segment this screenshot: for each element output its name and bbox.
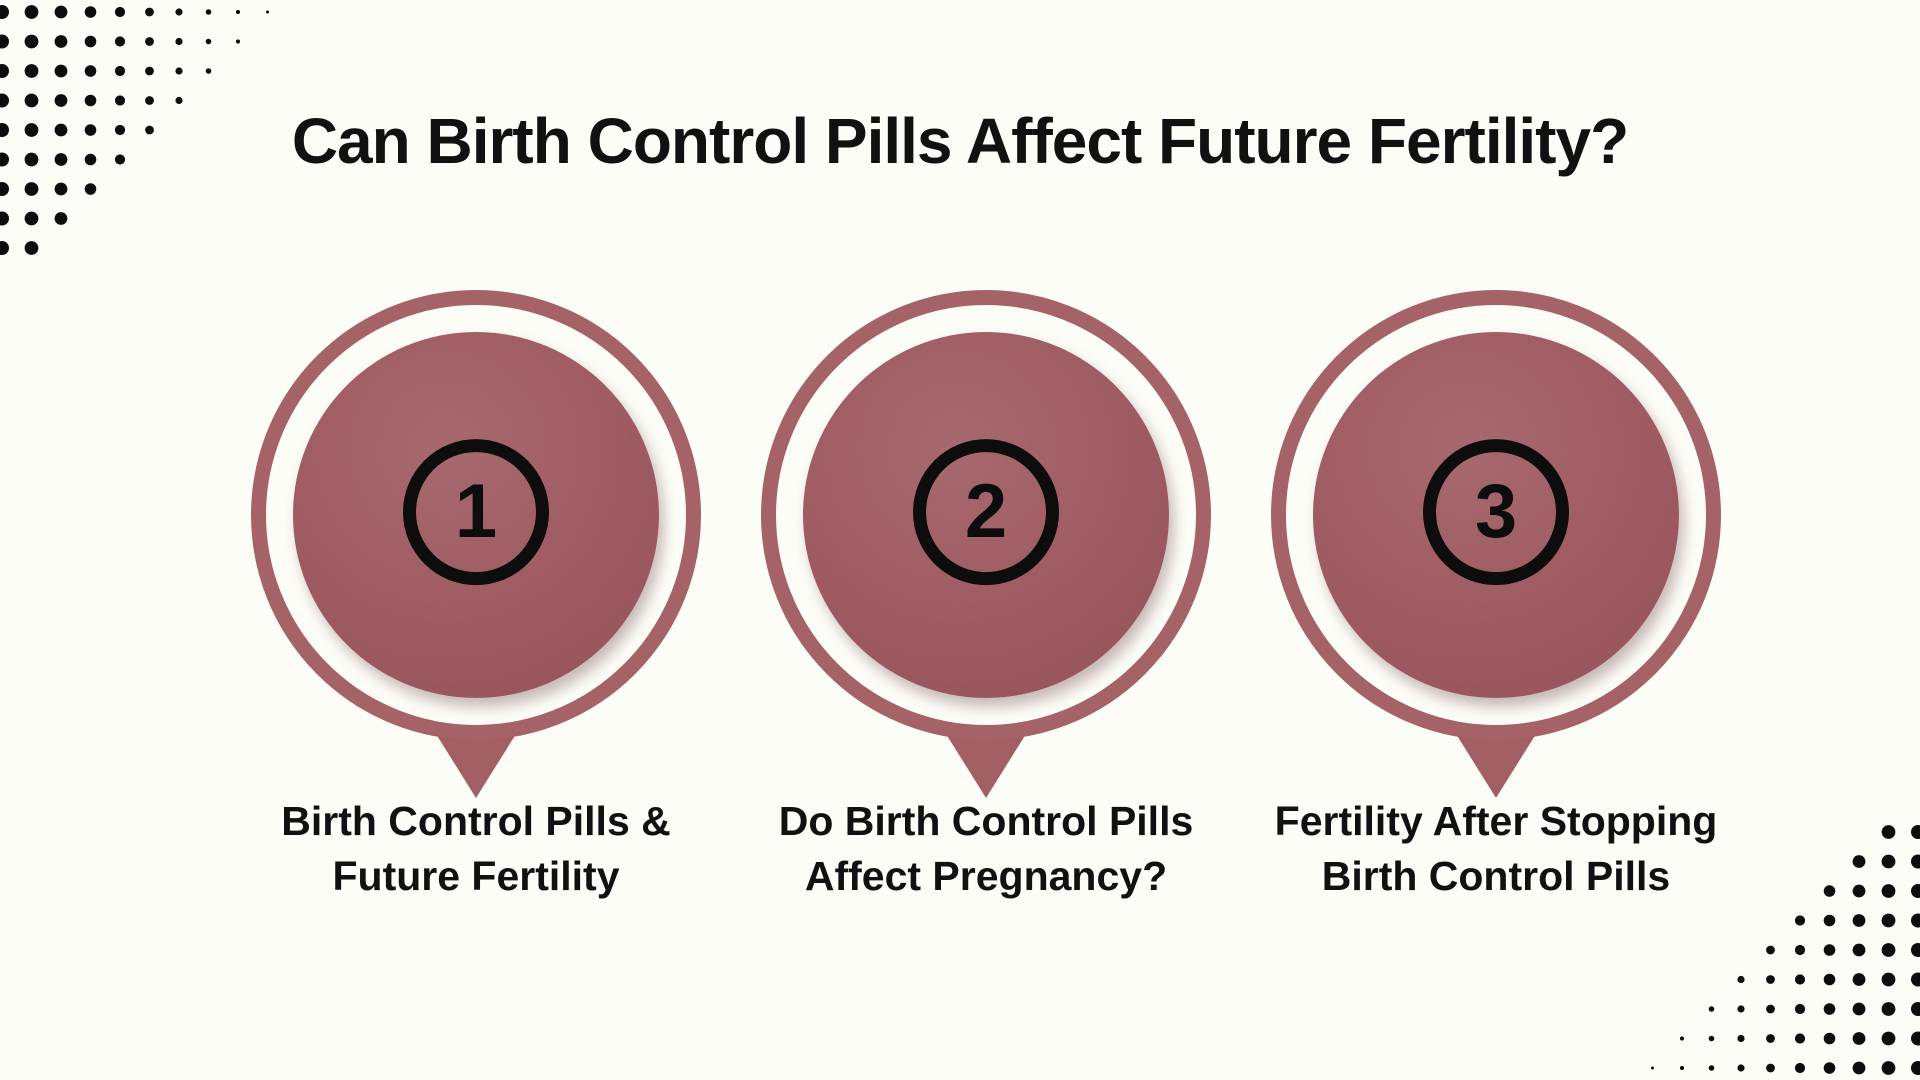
step-1-number: 1 bbox=[454, 469, 498, 555]
step-2-number: 2 bbox=[964, 469, 1008, 555]
halftone-dots-bottom-right-icon bbox=[1651, 825, 1920, 1075]
step-1-bubble: 1 bbox=[251, 290, 701, 798]
steps-row: 1 Birth Control Pills & Future Fertility… bbox=[0, 290, 1920, 903]
step-3-label-line-2: Birth Control Pills bbox=[1321, 852, 1671, 899]
step-3-label: Fertility After Stopping Birth Control P… bbox=[1275, 794, 1718, 903]
step-2-label-line-1: Do Birth Control Pills bbox=[778, 798, 1194, 844]
step-3-number: 3 bbox=[1474, 469, 1518, 555]
step-1-label-line-2: Future Fertility bbox=[332, 852, 620, 899]
step-3: 3 Fertility After Stopping Birth Control… bbox=[1271, 290, 1721, 903]
page-title: Can Birth Control Pills Affect Future Fe… bbox=[291, 105, 1629, 177]
step-2: 2 Do Birth Control Pills Affect Pregnanc… bbox=[761, 290, 1211, 903]
halftone-dots-top-left-icon bbox=[0, 5, 269, 255]
step-2-bubble: 2 bbox=[761, 290, 1211, 798]
step-2-number-badge: 2 bbox=[913, 439, 1059, 586]
step-1: 1 Birth Control Pills & Future Fertility bbox=[251, 290, 701, 903]
step-1-number-badge: 1 bbox=[403, 439, 549, 586]
step-3-number-badge: 3 bbox=[1423, 439, 1569, 586]
step-1-label-line-1: Birth Control Pills & bbox=[281, 798, 671, 844]
step-3-bubble: 3 bbox=[1271, 290, 1721, 798]
step-2-label-line-2: Affect Pregnancy? bbox=[804, 852, 1168, 899]
step-3-label-line-1: Fertility After Stopping bbox=[1274, 798, 1718, 844]
step-2-label: Do Birth Control Pills Affect Pregnancy? bbox=[779, 794, 1194, 903]
step-1-label: Birth Control Pills & Future Fertility bbox=[281, 794, 671, 903]
